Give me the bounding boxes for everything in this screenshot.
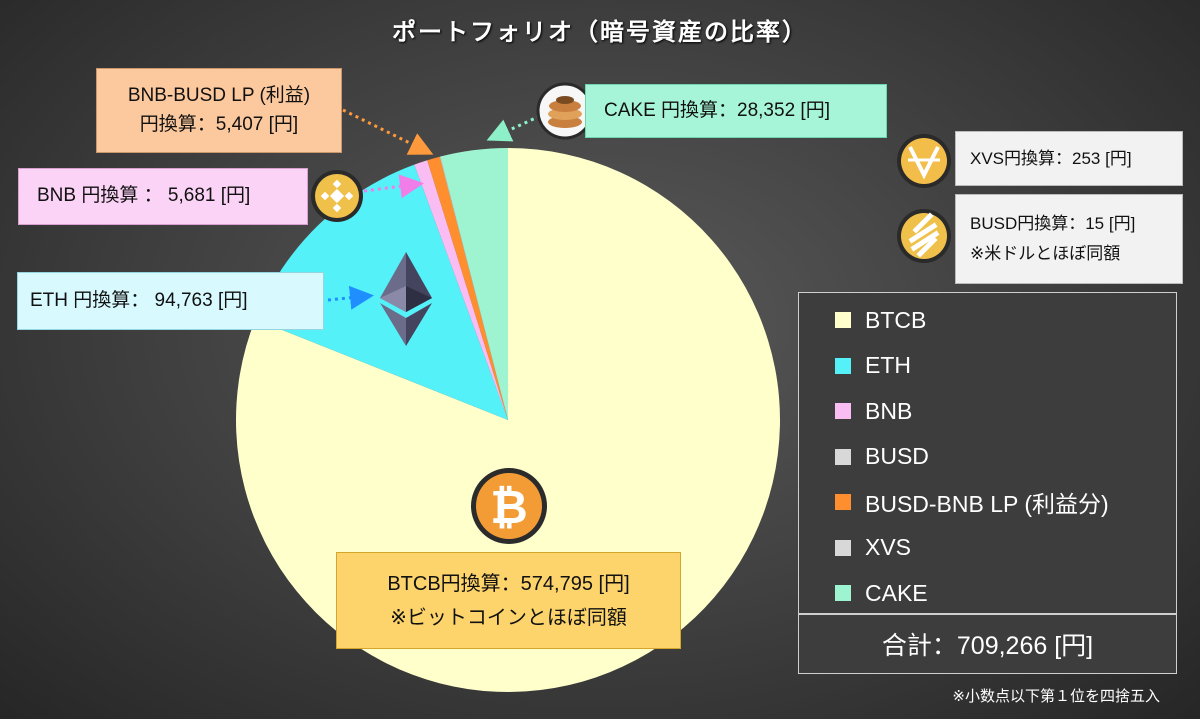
lp-callout-line2: 円換算：5,407 [円] bbox=[139, 113, 299, 135]
bnb-callout: BNB 円換算 ： 5,681 [円] bbox=[18, 168, 308, 225]
legend-label: BUSD bbox=[865, 443, 929, 469]
bnb-callout-text: BNB 円換算 ： 5,681 [円] bbox=[37, 185, 251, 207]
legend-item: BUSD bbox=[835, 442, 929, 472]
pie-slice-bnb bbox=[414, 160, 508, 420]
legend-item: ETH bbox=[835, 351, 911, 381]
busd-callout: BUSD円換算：15 [円] ※米ドルとほぼ同額 bbox=[955, 194, 1183, 284]
legend-swatch bbox=[835, 539, 851, 556]
legend-swatch bbox=[835, 312, 851, 328]
cake-leader-line bbox=[486, 114, 541, 142]
xvs-callout-text: XVS円換算：253 [円] bbox=[970, 148, 1132, 168]
legend-swatch bbox=[835, 403, 851, 419]
total-value: 合計：709,266 [円] bbox=[798, 614, 1177, 674]
btcb-callout: BTCB円換算：574,795 [円] ※ビットコインとほぼ同額 bbox=[336, 552, 681, 649]
legend-swatch bbox=[835, 585, 851, 601]
busd-coin-icon bbox=[897, 209, 951, 263]
legend-item: XVS bbox=[835, 533, 911, 563]
bnb-leader-line bbox=[363, 174, 424, 199]
pancake-icon bbox=[536, 82, 594, 140]
ethereum-icon bbox=[380, 252, 432, 346]
legend-label: XVS bbox=[865, 534, 912, 560]
legend-swatch bbox=[835, 448, 851, 465]
btcb-callout-line1: BTCB円換算：574,795 [円] bbox=[387, 572, 630, 595]
xvs-callout: XVS円換算：253 [円] bbox=[955, 131, 1183, 186]
cake-callout-text: CAKE 円換算：28,352 [円] bbox=[604, 99, 830, 121]
bitcoin-icon: ₿ bbox=[471, 468, 547, 544]
xvs-coin-icon bbox=[897, 134, 951, 188]
cake-callout: CAKE 円換算：28,352 [円] bbox=[585, 84, 887, 138]
busd-callout-line2: ※米ドルとほぼ同額 bbox=[970, 244, 1121, 263]
legend-item: BTCB bbox=[835, 305, 926, 335]
page-title: ポートフォリオ（暗号資産の比率） bbox=[392, 18, 808, 46]
eth-callout-text: ETH 円換算： 94,763 [円] bbox=[30, 289, 248, 311]
btcb-callout-line2: ※ビットコインとほぼ同額 bbox=[390, 606, 627, 629]
pie-slice-cake bbox=[440, 147, 508, 420]
lp-callout: BNB-BUSD LP (利益) 円換算：5,407 [円] bbox=[96, 68, 342, 153]
legend-item: BNB bbox=[835, 396, 912, 426]
legend-swatch bbox=[835, 357, 851, 374]
busd-callout-line1: BUSD円換算：15 [円] bbox=[970, 214, 1136, 234]
bnb-coin-icon bbox=[311, 170, 363, 222]
chart-legend: BTCB ETH BNB BUSD BUSD-BNB LP (利益分) XVS CAKE bbox=[798, 292, 1177, 614]
svg-text:₿: ₿ bbox=[490, 480, 528, 534]
pie-slice-xvs bbox=[439, 156, 508, 420]
legend-swatch bbox=[835, 494, 851, 510]
legend-label: BUSD-BNB LP (利益分) bbox=[865, 491, 1109, 517]
pie-slice-busd bbox=[427, 160, 508, 420]
eth-callout: ETH 円換算： 94,763 [円] bbox=[17, 272, 324, 330]
pie-slice-eth bbox=[255, 164, 508, 420]
legend-item: CAKE bbox=[835, 578, 928, 608]
lp-callout-line1: BNB-BUSD LP (利益) bbox=[127, 85, 311, 106]
lp-leader-line bbox=[342, 108, 434, 155]
pie-slice-busd-bnb-lp bbox=[427, 156, 508, 420]
legend-label: CAKE bbox=[865, 579, 928, 606]
legend-label: BTCB bbox=[865, 306, 927, 333]
legend-item: BUSD-BNB LP (利益分) bbox=[835, 487, 1109, 517]
legend-label: ETH bbox=[865, 352, 911, 378]
footnote: ※小数点以下第１位を四捨五入 bbox=[952, 687, 1160, 705]
legend-label: BNB bbox=[865, 397, 913, 424]
